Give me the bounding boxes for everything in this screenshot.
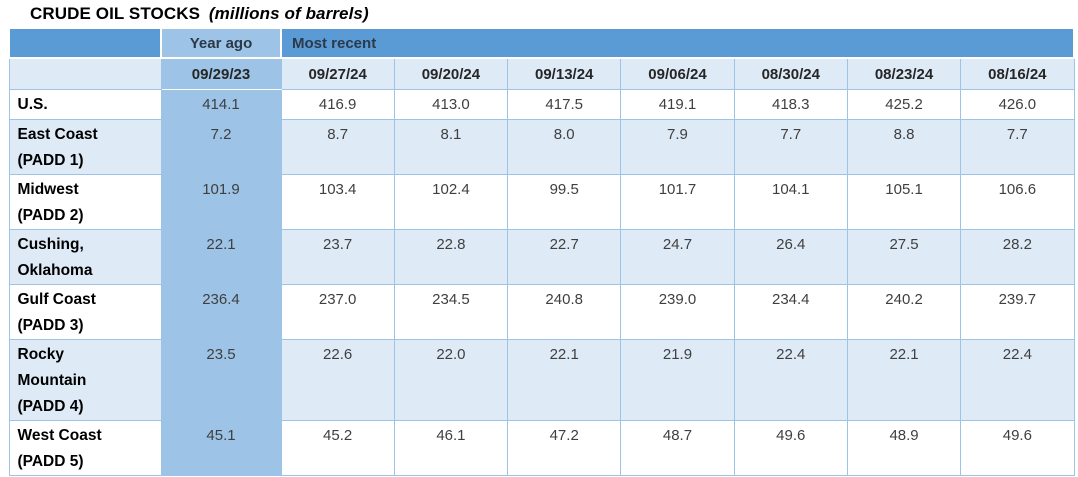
row-label: Gulf Coast (PADD 3) [8,284,162,340]
title-unit: (millions of barrels) [208,4,369,23]
value-cell: 22.4 [733,339,848,421]
row-label: U.S. [8,89,162,120]
value-cell: 21.9 [620,339,735,421]
value-cell: 7.9 [620,119,735,175]
value-cell: 105.1 [846,174,962,230]
value-cell: 239.0 [620,284,735,340]
value-cell: 47.2 [507,420,622,476]
value-cell: 426.0 [960,89,1075,120]
table-row: Midwest (PADD 2) 101.9 103.4 102.4 99.5 101.7… [8,174,1075,230]
date-column-header: 09/20/24 [393,57,509,90]
year-ago-value-cell: 22.1 [160,229,282,285]
value-cell: 413.0 [393,89,509,120]
year-ago-value-cell: 23.5 [160,339,282,421]
value-cell: 22.0 [393,339,509,421]
value-cell: 240.2 [846,284,962,340]
value-cell: 8.8 [846,119,962,175]
value-cell: 417.5 [507,89,622,120]
table-row: Rocky Mountain (PADD 4) 23.5 22.6 22.0 22.1 2… [8,339,1075,421]
value-cell: 22.8 [393,229,509,285]
year-ago-date-header: 09/29/23 [160,57,282,90]
value-cell: 8.7 [280,119,395,175]
value-cell: 22.1 [846,339,962,421]
value-cell: 104.1 [733,174,848,230]
value-cell: 239.7 [960,284,1075,340]
value-cell: 49.6 [733,420,848,476]
value-cell: 48.7 [620,420,735,476]
value-cell: 7.7 [960,119,1075,175]
value-cell: 425.2 [846,89,962,120]
table-row: East Coast (PADD 1) 7.2 8.7 8.1 8.0 7.9 7.7 8.8… [8,119,1075,175]
table-row: Cushing, Oklahoma 22.1 23.7 22.8 22.7 24.7 26.… [8,229,1075,285]
value-cell: 416.9 [280,89,395,120]
value-cell: 237.0 [280,284,395,340]
title-main: CRUDE OIL STOCKS [30,4,201,23]
table-body: U.S. 414.1 416.9 413.0 417.5 419.1 418.3 425.2 4… [8,89,1075,476]
value-cell: 8.1 [393,119,509,175]
page-title: CRUDE OIL STOCKS (millions of barrels) [30,4,1078,24]
value-cell: 46.1 [393,420,509,476]
value-cell: 240.8 [507,284,622,340]
year-ago-value-cell: 236.4 [160,284,282,340]
value-cell: 234.4 [733,284,848,340]
crude-oil-stocks-table: Year ago Most recent 09/29/23 09/27/24 09/… [8,27,1075,476]
date-header-row: 09/29/23 09/27/24 09/20/24 09/13/24 09/06/24… [8,57,1075,90]
value-cell: 103.4 [280,174,395,230]
value-cell: 106.6 [960,174,1075,230]
most-recent-group-header: Most recent [280,27,1075,59]
value-cell: 49.6 [960,420,1075,476]
value-cell: 8.0 [507,119,622,175]
value-cell: 22.6 [280,339,395,421]
year-ago-value-cell: 7.2 [160,119,282,175]
date-column-header: 08/16/24 [960,57,1075,90]
date-column-header: 08/30/24 [733,57,848,90]
value-cell: 22.4 [960,339,1075,421]
value-cell: 102.4 [393,174,509,230]
row-label: Midwest (PADD 2) [8,174,162,230]
value-cell: 26.4 [733,229,848,285]
value-cell: 418.3 [733,89,848,120]
value-cell: 99.5 [507,174,622,230]
value-cell: 45.2 [280,420,395,476]
corner-cell [8,27,162,59]
value-cell: 22.1 [507,339,622,421]
table-row: West Coast (PADD 5) 45.1 45.2 46.1 47.2 48.7 4… [8,420,1075,476]
date-column-header: 09/13/24 [507,57,622,90]
date-column-header: 08/23/24 [846,57,962,90]
table-row: Gulf Coast (PADD 3) 236.4 237.0 234.5 240.8 2… [8,284,1075,340]
blank-header-cell [8,57,162,90]
row-label: West Coast (PADD 5) [8,420,162,476]
date-column-header: 09/27/24 [280,57,395,90]
year-ago-value-cell: 45.1 [160,420,282,476]
value-cell: 7.7 [733,119,848,175]
date-column-header: 09/06/24 [620,57,735,90]
value-cell: 28.2 [960,229,1075,285]
year-ago-value-cell: 101.9 [160,174,282,230]
year-ago-group-header: Year ago [160,27,282,59]
table-header: Year ago Most recent 09/29/23 09/27/24 09/… [8,27,1075,90]
value-cell: 23.7 [280,229,395,285]
group-header-row: Year ago Most recent [8,27,1075,59]
year-ago-value-cell: 414.1 [160,89,282,120]
value-cell: 22.7 [507,229,622,285]
value-cell: 234.5 [393,284,509,340]
value-cell: 24.7 [620,229,735,285]
row-label: East Coast (PADD 1) [8,119,162,175]
value-cell: 48.9 [846,420,962,476]
value-cell: 419.1 [620,89,735,120]
value-cell: 27.5 [846,229,962,285]
value-cell: 101.7 [620,174,735,230]
table-row: U.S. 414.1 416.9 413.0 417.5 419.1 418.3 425.2 4… [8,89,1075,120]
page: CRUDE OIL STOCKS (millions of barrels) Y… [0,4,1078,477]
row-label: Rocky Mountain (PADD 4) [8,339,162,421]
row-label: Cushing, Oklahoma [8,229,162,285]
